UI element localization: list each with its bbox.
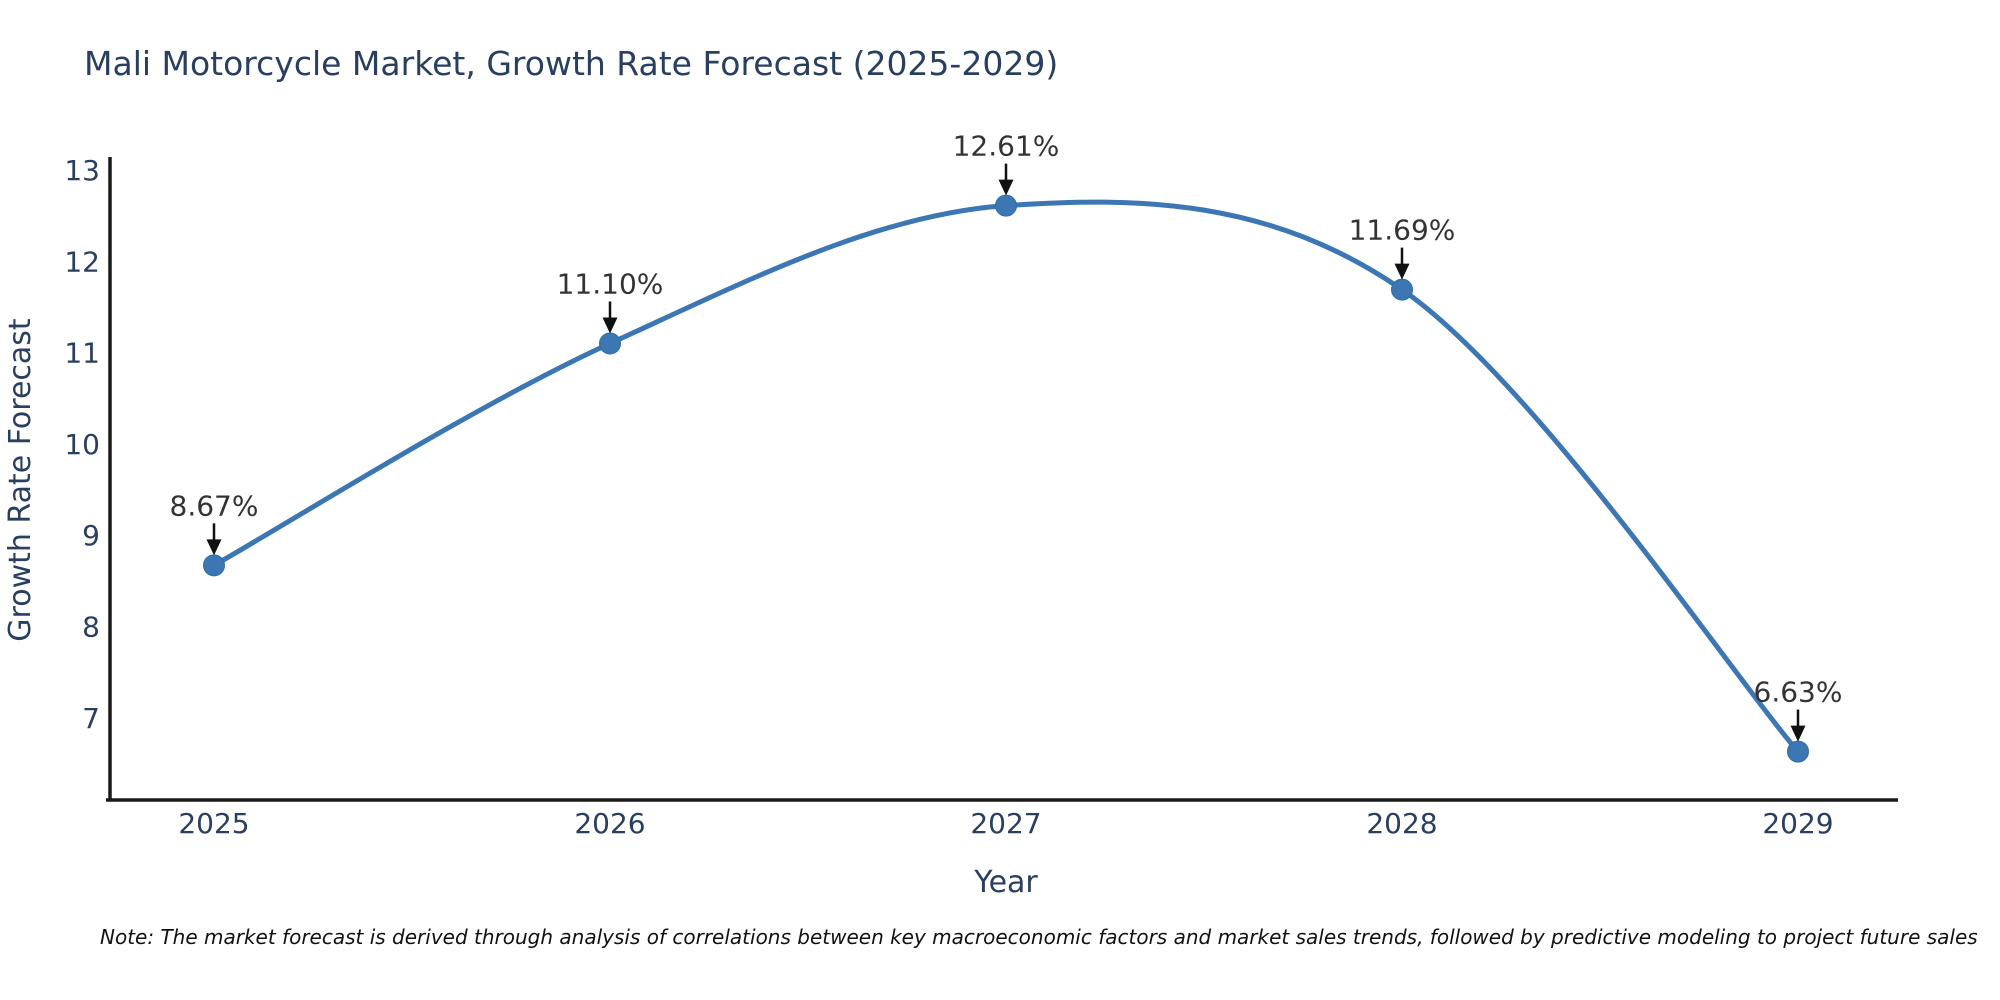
data-point-marker (203, 554, 225, 577)
y-tick-label: 11 (64, 337, 100, 370)
x-axis-title: Year (973, 865, 1038, 900)
annotation-arrow-head (1790, 725, 1806, 742)
y-tick-label: 13 (64, 154, 100, 187)
methodology-note: Note: The market forecast is derived thr… (100, 925, 1978, 949)
data-point-marker (1787, 740, 1809, 763)
axis-spines (106, 157, 1898, 802)
chart-title: Mali Motorcycle Market, Growth Rate Fore… (84, 44, 1059, 83)
x-tick-label: 2025 (178, 807, 249, 840)
y-tick-label: 7 (82, 702, 100, 735)
data-point-marker (995, 194, 1017, 217)
point-annotations: 8.67% 11.10% 12.61% 11.69% 6.63% (170, 130, 1843, 742)
y-tick-label: 12 (64, 245, 100, 278)
annotation-arrow-head (1394, 263, 1410, 280)
y-tick-label: 10 (64, 428, 100, 461)
y-tick-label: 9 (82, 519, 100, 552)
y-tick-labels: 7 8 9 10 11 12 13 (64, 154, 100, 735)
point-value-label: 6.63% (1754, 676, 1843, 709)
forecast-spline (211, 199, 1801, 755)
annotation-arrow-head (602, 317, 618, 334)
point-value-label: 12.61% (953, 130, 1060, 163)
y-axis-title: Growth Rate Forecast (3, 318, 38, 642)
point-value-label: 11.69% (1349, 214, 1456, 247)
x-tick-labels: 2025 2026 2027 2028 2029 (178, 807, 1833, 840)
y-tick-label: 8 (82, 611, 100, 644)
data-point-markers (203, 194, 1809, 763)
axes-spines (106, 157, 1898, 802)
annotation-arrow-head (206, 539, 222, 556)
data-point-marker (1391, 278, 1413, 301)
point-value-label: 11.10% (557, 267, 664, 300)
x-tick-label: 2026 (574, 807, 645, 840)
point-value-label: 8.67% (170, 489, 259, 522)
x-tick-label: 2028 (1366, 807, 1437, 840)
x-tick-label: 2029 (1762, 807, 1833, 840)
annotation-arrow-head (998, 179, 1014, 196)
forecast-line-path (211, 199, 1801, 755)
data-point-marker (599, 332, 621, 355)
x-tick-label: 2027 (970, 807, 1041, 840)
